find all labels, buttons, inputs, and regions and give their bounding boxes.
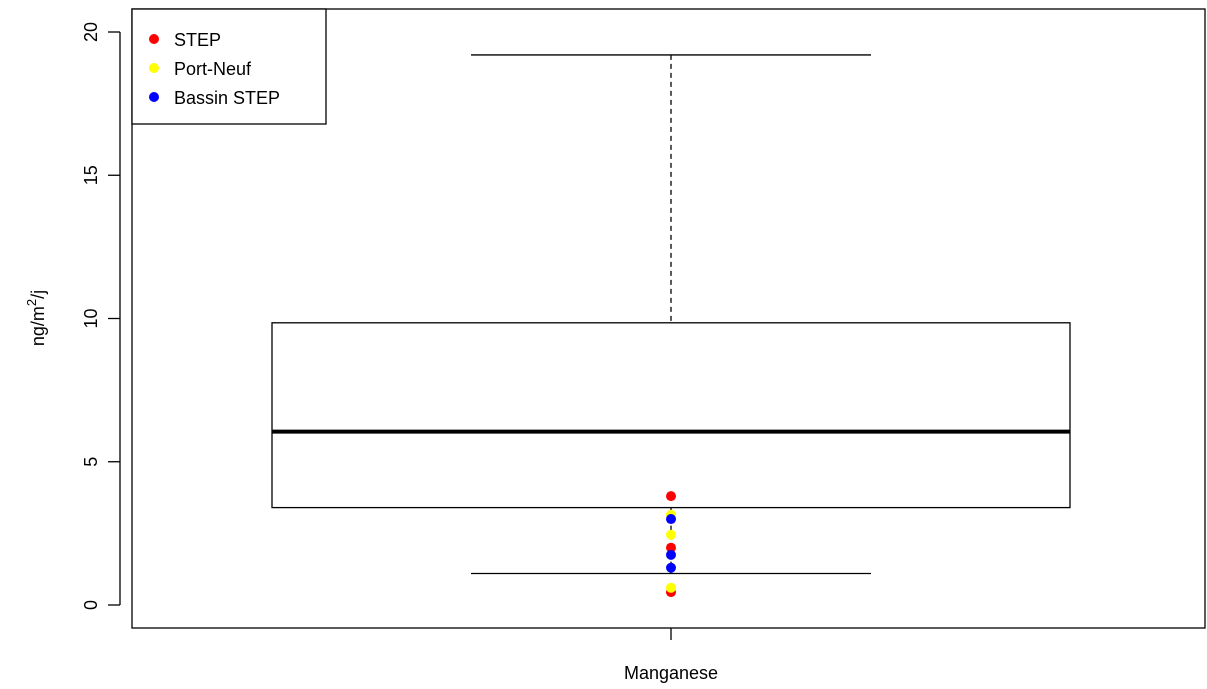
legend-label-step: STEP xyxy=(174,30,221,50)
y-axis-title-sup: 2 xyxy=(24,299,39,306)
y-tick-label: 20 xyxy=(81,22,101,42)
data-points xyxy=(666,491,676,598)
y-tick-label: 5 xyxy=(81,457,101,467)
data-point-step xyxy=(666,491,676,502)
y-tick-label: 15 xyxy=(81,165,101,185)
y-axis-title-sep-2: / xyxy=(28,294,48,299)
plot-frame xyxy=(131,8,1206,629)
data-point-bassin-step xyxy=(666,549,676,560)
legend-label-port-neuf: Port-Neuf xyxy=(174,59,252,79)
y-axis-title-part-c: j xyxy=(28,290,48,295)
data-point-step xyxy=(666,542,676,553)
legend-marker-port-neuf xyxy=(149,63,159,73)
y-axis-title-part-a: ng xyxy=(28,326,48,346)
legend-label-bassin-step: Bassin STEP xyxy=(174,88,280,108)
y-tick-label: 0 xyxy=(81,600,101,610)
legend-box xyxy=(131,8,327,125)
y-tick-label: 10 xyxy=(81,308,101,328)
legend-marker-step xyxy=(149,34,159,44)
iqr-box xyxy=(271,322,1071,509)
data-point-port-neuf xyxy=(666,529,676,540)
y-axis-title-part-b: m xyxy=(28,306,48,321)
legend: STEP Port-Neuf Bassin STEP xyxy=(131,8,327,125)
box-group xyxy=(271,54,1071,575)
x-axis: Manganese xyxy=(624,628,718,683)
data-point-port-neuf xyxy=(666,582,676,593)
y-axis: 0 5 10 15 20 xyxy=(81,22,121,610)
y-axis-title-sep-1: / xyxy=(28,321,48,326)
x-tick-label: Manganese xyxy=(624,663,718,683)
data-point-bassin-step xyxy=(666,514,676,525)
y-axis-title: ng/m2/j xyxy=(24,290,48,346)
legend-marker-bassin-step xyxy=(149,92,159,102)
data-point-bassin-step xyxy=(666,562,676,573)
